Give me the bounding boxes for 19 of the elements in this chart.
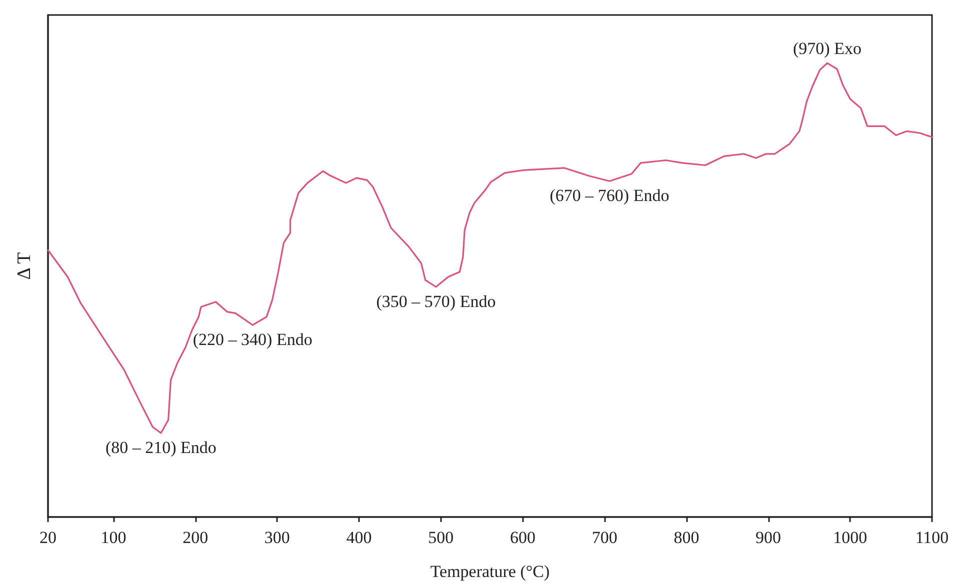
annotation: (350 – 570) Endo	[376, 292, 496, 311]
x-tick-label: 200	[182, 528, 208, 547]
x-tick-label: 1000	[833, 528, 868, 547]
y-axis-title: Δ T	[14, 252, 35, 280]
x-tick-label: 800	[674, 528, 700, 547]
x-tick-label: 600	[510, 528, 536, 547]
x-tick-label: 20	[40, 528, 56, 547]
x-tick-label: 1100	[915, 528, 949, 547]
x-tick-label: 500	[428, 528, 454, 547]
x-tick-label: 900	[756, 528, 782, 547]
x-tick-label: 400	[346, 528, 372, 547]
annotation: (80 – 210) Endo	[105, 438, 216, 458]
annotation: (220 – 340) Endo	[192, 330, 312, 350]
x-tick-label: 300	[264, 528, 290, 547]
x-tick-label: 700	[592, 528, 618, 547]
annotation: (970) Exo	[792, 39, 862, 58]
x-axis-title: Temperature (°C)	[430, 562, 550, 581]
x-tick-label: 100	[100, 528, 126, 547]
annotation: (670 – 760) Endo	[550, 186, 670, 206]
